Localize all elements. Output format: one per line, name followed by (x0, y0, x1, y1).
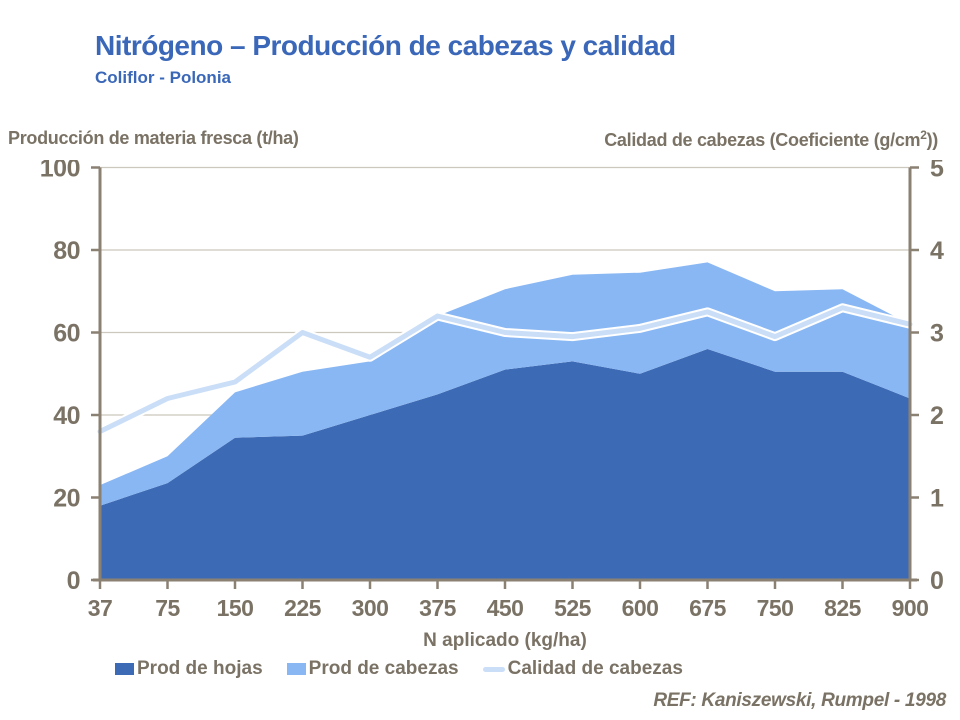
x-axis-tick-label: 37 (88, 595, 113, 621)
x-axis-tick-label: 75 (155, 595, 180, 621)
reference-text: REF: Kaniszewski, Rumpel - 1998 (653, 690, 946, 711)
right-axis-tick-label: 2 (930, 402, 943, 430)
prod-de-cabezas-swatch-icon (286, 663, 306, 675)
right-axis-tick-label: 0 (930, 567, 943, 595)
line-calidad-de-cabezas (97, 305, 913, 434)
chart-plot: 0 20 40 60 80 100 0 1 2 3 4 5 37 75 150 225 300 375 450 525… (40, 160, 945, 621)
area-prod-de-cabezas (100, 262, 910, 506)
x-axis-tick-label: 225 (284, 595, 322, 621)
calidad-de-cabezas-swatch-icon (482, 666, 505, 672)
left-axis-tick-label: 60 (53, 320, 80, 348)
x-axis-tick-label: 900 (892, 595, 929, 621)
x-axis-tick-label: 675 (689, 595, 727, 621)
x-axis-tick-label: 450 (487, 595, 524, 621)
right-axis-title-sup: 2 (920, 128, 927, 142)
x-axis-tick-label: 525 (554, 595, 592, 621)
x-axis-title: N aplicado (kg/ha) (423, 630, 587, 651)
legend-item-calidad-de-cabezas: Calidad de cabezas (482, 658, 683, 680)
left-axis-tick-label: 20 (53, 485, 80, 513)
title-block: Nitrógeno – Producción de cabezas y cali… (95, 30, 676, 88)
legend: Prod de hojas Prod de cabezas Calidad de… (115, 658, 683, 680)
right-axis-title-text: Calidad de cabezas (Coeficiente (g/cm (604, 130, 921, 150)
right-axis-tick-label: 4 (930, 237, 944, 265)
x-axis-tick-label: 300 (352, 595, 389, 621)
left-axis-tick-label: 100 (40, 160, 80, 183)
legend-label: Prod de hojas (137, 658, 263, 679)
right-axis-title-close: )) (926, 130, 939, 150)
legend-item-prod-de-cabezas: Prod de cabezas (286, 658, 459, 680)
left-axis-tick-label: 80 (53, 237, 80, 265)
slide-subtitle: Coliflor - Polonia (95, 68, 231, 87)
right-axis-tick-label: 3 (930, 320, 943, 348)
x-axis-tick-label: 375 (419, 595, 457, 621)
left-axis-title: Producción de materia fresca (t/ha) (8, 128, 299, 148)
x-axis-tick-label: 150 (217, 595, 254, 621)
legend-label: Prod de cabezas (308, 658, 459, 679)
slide-title: Nitrógeno – Producción de cabezas y cali… (95, 30, 676, 61)
x-axis-tick-label: 825 (824, 595, 862, 621)
prod-de-hojas-swatch-icon (115, 663, 134, 675)
right-axis-tick-label: 1 (930, 485, 944, 513)
left-axis-tick-label: 0 (67, 567, 80, 595)
right-axis-title: Calidad de cabezas (Coeficiente (g/cm2)) (604, 128, 938, 151)
x-axis-tick-label: 600 (622, 595, 659, 621)
legend-label: Calidad de cabezas (507, 658, 683, 679)
x-axis-tick-label: 750 (757, 595, 794, 621)
legend-item-prod-de-hojas: Prod de hojas (115, 658, 263, 680)
right-axis-tick-label: 5 (930, 160, 944, 183)
area-prod-de-hojas (100, 349, 910, 580)
axis-title-row: Producción de materia fresca (t/ha) Cali… (0, 128, 960, 154)
left-axis-tick-label: 40 (53, 402, 80, 430)
